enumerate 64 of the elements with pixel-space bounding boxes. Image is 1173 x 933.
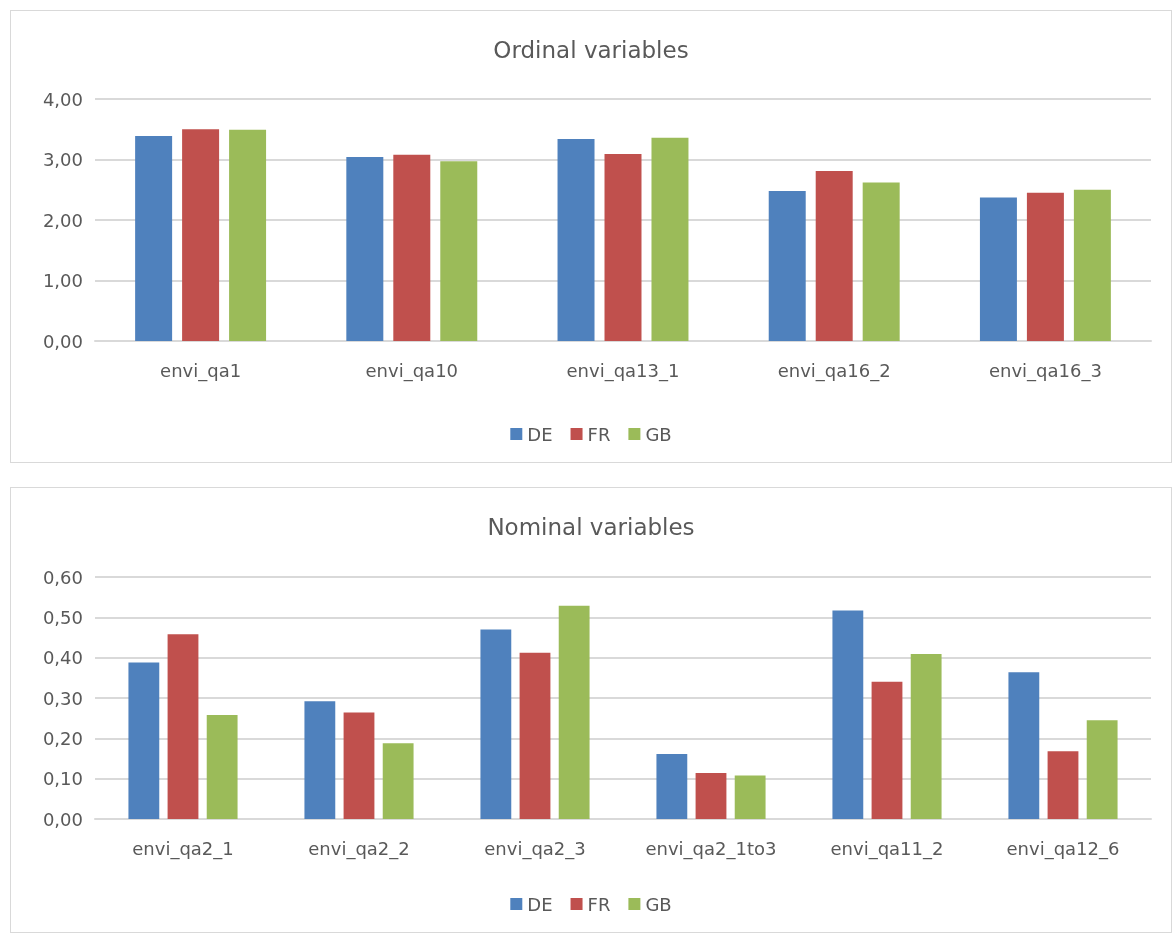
bar (382, 743, 414, 819)
bar (815, 171, 853, 341)
bar (1026, 192, 1064, 341)
legend-label: FR (587, 893, 611, 915)
bar (128, 662, 160, 819)
x-tick-label: envi_qa2_1to3 (645, 837, 777, 860)
bar (393, 154, 431, 341)
legend-label: DE (527, 893, 553, 915)
bar (558, 605, 590, 819)
chart-title: Nominal variables (487, 513, 695, 540)
y-tick-label: 0,30 (42, 687, 83, 709)
bar (651, 137, 689, 341)
bar (1008, 672, 1040, 819)
y-tick-label: 1,00 (42, 270, 83, 291)
bar (343, 712, 375, 819)
bar (734, 775, 766, 819)
bar (832, 610, 864, 819)
bar (304, 701, 336, 819)
x-tick-label: envi_qa2_2 (308, 837, 410, 860)
bar (229, 129, 267, 341)
bar (480, 629, 512, 819)
x-tick-label: envi_qa16_2 (777, 359, 891, 382)
bar (862, 182, 900, 341)
y-tick-label: 0,40 (42, 647, 83, 669)
y-tick-label: 0,60 (42, 566, 83, 588)
legend-label: FR (587, 423, 611, 445)
bar (871, 681, 903, 819)
bar (167, 634, 199, 819)
bar (440, 161, 478, 341)
y-tick-label: 0,10 (42, 768, 83, 790)
bar (206, 714, 238, 819)
y-tick-label: 0,00 (42, 330, 83, 352)
legend-label: DE (527, 423, 553, 445)
y-tick-label: 3,00 (42, 149, 83, 170)
bar (135, 135, 173, 341)
bar (1073, 189, 1111, 341)
bar (1086, 720, 1118, 819)
bar (604, 154, 642, 341)
x-tick-label: envi_qa12_6 (1006, 837, 1120, 860)
x-tick-label: envi_qa10 (365, 359, 459, 382)
bar (910, 654, 942, 819)
x-tick-label: envi_qa11_2 (830, 837, 944, 860)
x-tick-label: envi_qa16_3 (988, 359, 1102, 382)
x-tick-label: envi_qa13_1 (566, 359, 680, 382)
bar (768, 190, 806, 341)
chart-title: Ordinal variables (493, 36, 689, 63)
y-tick-label: 4,00 (42, 88, 83, 110)
legend-label: GB (645, 423, 672, 445)
y-tick-label: 2,00 (42, 209, 83, 231)
bar (1047, 751, 1079, 819)
bar (519, 652, 551, 819)
x-tick-label: envi_qa1 (160, 359, 242, 382)
y-tick-label: 0,20 (42, 727, 83, 749)
x-tick-label: envi_qa2_3 (484, 837, 586, 860)
bar (656, 754, 688, 819)
bar (979, 197, 1017, 341)
y-tick-label: 0,00 (42, 808, 83, 830)
bar (346, 157, 384, 341)
y-tick-label: 0,50 (42, 606, 83, 628)
legend-label: GB (645, 893, 672, 915)
bar (182, 129, 220, 341)
x-tick-label: envi_qa2_1 (132, 837, 234, 860)
bar (557, 138, 595, 341)
bar (695, 773, 727, 819)
